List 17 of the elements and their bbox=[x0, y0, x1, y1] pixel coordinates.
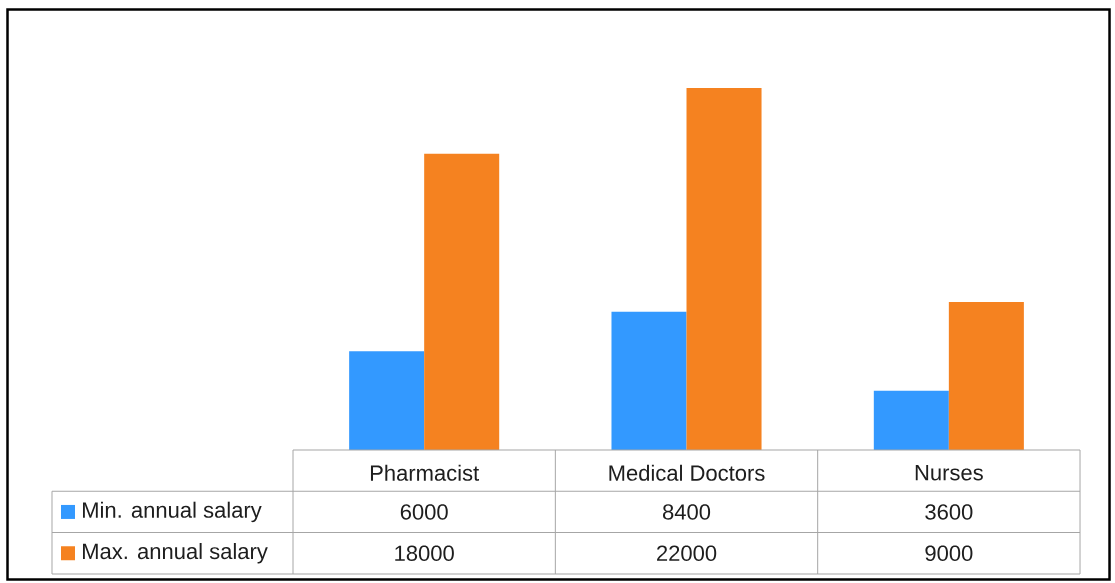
bar bbox=[686, 87, 762, 450]
x-tick-label: Pharmacist bbox=[370, 464, 480, 481]
data-label: 8400 bbox=[663, 504, 711, 520]
bar bbox=[349, 351, 425, 450]
legend-label: Max. annual salary bbox=[83, 542, 268, 564]
data-label: 9000 bbox=[925, 545, 973, 562]
data-label: 3600 bbox=[925, 504, 973, 520]
data-label: 6000 bbox=[400, 504, 448, 520]
bar bbox=[873, 390, 949, 450]
x-tick-label: Medical Doctors bbox=[609, 464, 765, 481]
bar bbox=[948, 301, 1024, 450]
bar bbox=[424, 153, 500, 450]
data-label: 22000 bbox=[657, 545, 717, 562]
bar bbox=[611, 311, 687, 450]
x-tick-label: Nurses bbox=[915, 465, 983, 481]
legend-label: Min. annual salary bbox=[83, 501, 262, 523]
data-label: 18000 bbox=[395, 545, 454, 562]
